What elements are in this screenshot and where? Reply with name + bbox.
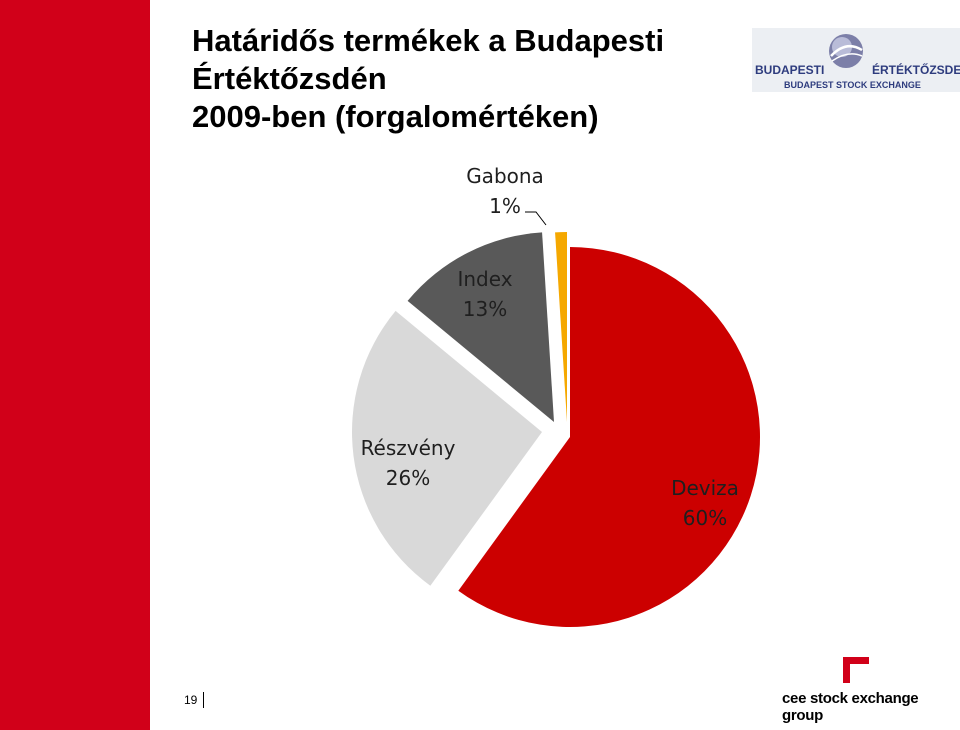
slice-label-részvény: Részvény — [361, 436, 456, 460]
pie-slice-részvény — [351, 310, 542, 586]
bse-logo-right-word: ÉRTÉKTŐZSDE — [872, 62, 960, 77]
cee-group-logo-mark — [843, 657, 869, 683]
pie-chart: Deviza 60% Részvény 26% Index 13% Gabona 1% — [351, 164, 760, 627]
budapest-stock-exchange-logo: BUDAPESTI ÉRTÉKTŐZSDE BUDAPEST STOCK EXC… — [752, 28, 960, 92]
page-title: Határidős termékek a Budapesti Értéktőzs… — [192, 22, 732, 136]
slice-label-deviza: Deviza — [671, 476, 739, 500]
pie-slice-index — [407, 232, 554, 422]
slice-value-részvény: 26% — [386, 466, 430, 490]
gabona-leader-line — [525, 211, 547, 226]
slice-value-index: 13% — [463, 297, 507, 321]
title-line-1: Határidős termékek a Budapesti — [192, 23, 665, 58]
pie-slices — [351, 232, 760, 627]
slice-value-deviza: 60% — [683, 506, 727, 530]
globe-icon — [829, 34, 863, 68]
bse-logo-subtitle: BUDAPEST STOCK EXCHANGE — [784, 80, 921, 90]
slice-label-gabona: Gabona — [466, 164, 544, 188]
page-number: 19 — [184, 692, 205, 708]
bse-logo-left-word: BUDAPESTI — [755, 63, 824, 77]
pie-slice-deviza — [458, 247, 760, 627]
slice-label-index: Index — [457, 267, 512, 291]
title-line-2: Értéktőzsdén — [192, 61, 387, 96]
cee-group-logo-text: cee stock exchange group — [782, 690, 919, 724]
title-line-3: 2009-ben (forgalomértéken) — [192, 99, 599, 134]
pie-labels: Deviza 60% Részvény 26% Index 13% Gabona 1% — [361, 164, 739, 530]
slice-value-gabona: 1% — [489, 194, 521, 218]
brand-side-bar — [0, 0, 150, 730]
pie-slice-gabona — [555, 232, 567, 422]
